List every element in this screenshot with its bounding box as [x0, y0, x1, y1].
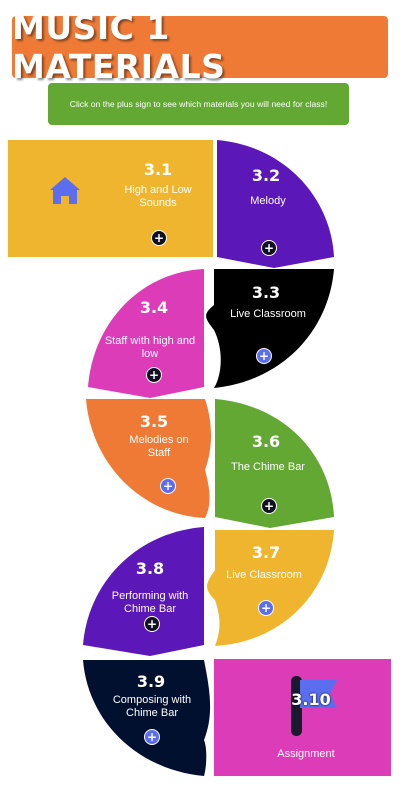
tile-3-5-label: Melodies on Staff: [129, 434, 189, 460]
tile-3-7-plus-button[interactable]: +: [258, 600, 274, 616]
tile-3-3-shape: [206, 269, 334, 388]
tile-3-1-plus-button[interactable]: +: [151, 230, 167, 246]
tile-3-8-shape: [83, 527, 204, 656]
page-title: MUSIC 1 MATERIALS: [12, 8, 226, 86]
tile-3-4-shape: [88, 269, 204, 398]
tile-3-4-number: 3.4: [139, 298, 169, 317]
instructions-text: Click on the plus sign to see which mate…: [69, 99, 328, 109]
tile-3-2-plus-button[interactable]: +: [261, 240, 277, 256]
tile-3-1-number: 3.1: [143, 160, 173, 179]
tile-3-8-number: 3.8: [135, 559, 165, 578]
tile-3-7-label: Live Classroom: [226, 569, 302, 581]
title-banner: MUSIC 1 MATERIALS: [12, 8, 388, 86]
tile-3-2-number: 3.2: [251, 166, 281, 185]
tile-3-6-plus-button[interactable]: +: [261, 498, 277, 514]
tile-3-6-number: 3.6: [251, 432, 281, 451]
tile-3-2-label: Melody: [250, 195, 286, 207]
tile-3-6-label: The Chime Bar: [231, 461, 305, 473]
flag-icon: [291, 676, 337, 736]
tile-3-6-shape: [215, 399, 334, 528]
tile-3-8-plus-button[interactable]: +: [144, 616, 160, 632]
tile-3-10-number: 3.10: [291, 690, 331, 709]
tile-3-4-plus-button[interactable]: +: [146, 367, 162, 383]
tile-3-4-label: Staff with high and low: [104, 335, 196, 361]
tile-3-3-plus-button[interactable]: +: [256, 348, 272, 364]
tile-3-3-number: 3.3: [251, 283, 281, 302]
tile-3-5-shape: [86, 399, 212, 518]
tile-3-5-number: 3.5: [139, 412, 169, 431]
tile-3-5-plus-button[interactable]: +: [160, 478, 176, 494]
tile-3-7-shape: [207, 530, 334, 646]
tile-3-8-label: Performing with Chime Bar: [111, 590, 189, 616]
tile-3-7-number: 3.7: [251, 543, 281, 562]
tile-3-1-shape: [8, 140, 213, 257]
tile-3-9-shape: [83, 660, 211, 776]
tile-3-9-label: Composing with Chime Bar: [112, 694, 192, 720]
tile-3-10-label[interactable]: Assignment: [277, 748, 335, 760]
tile-3-3-label: Live Classroom: [230, 308, 306, 320]
home-icon: [50, 177, 80, 204]
tile-3-9-number: 3.9: [136, 672, 166, 691]
instructions-banner: Click on the plus sign to see which mate…: [48, 83, 349, 125]
tile-3-9-plus-button[interactable]: +: [144, 729, 160, 745]
tile-3-2-shape: [217, 140, 334, 268]
tile-3-1-label: High and Low Sounds: [124, 184, 192, 210]
tile-3-10-shape: [214, 659, 391, 776]
